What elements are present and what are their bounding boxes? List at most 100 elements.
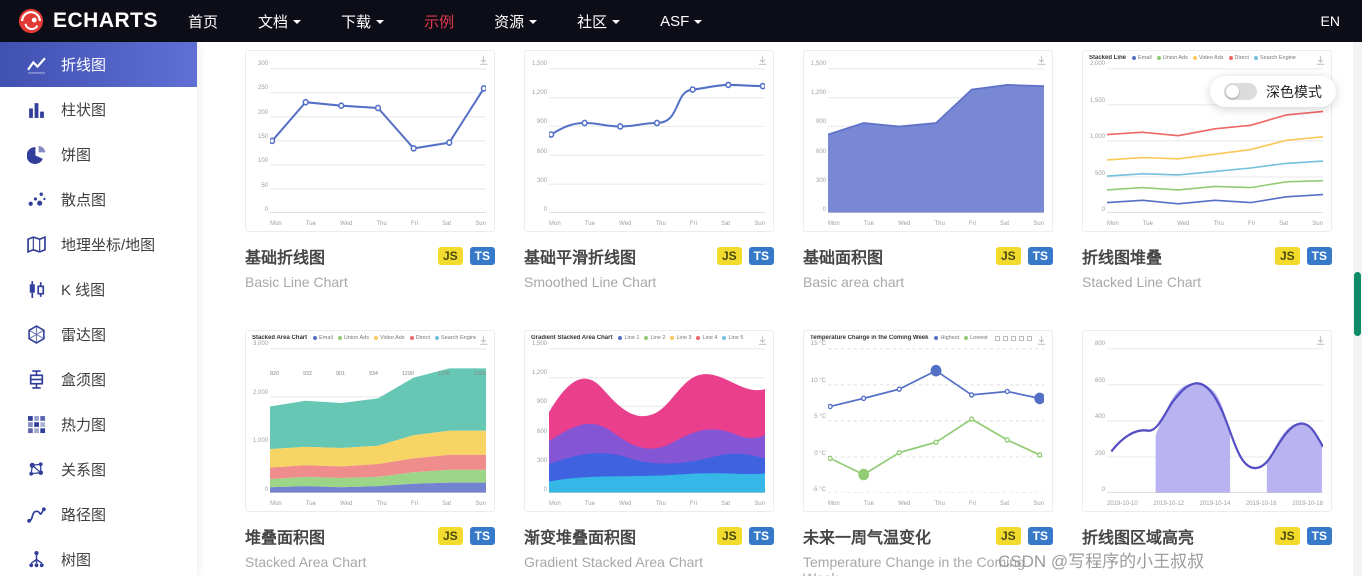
thumbnail-header: Temperature Change in the Coming Week Hi… [810, 335, 1034, 341]
thumbnail-header: Stacked Line Email Union Ads Video Ads Dire… [1089, 55, 1313, 61]
stacked-area-graphic [270, 343, 486, 494]
ts-badge[interactable]: TS [469, 247, 495, 265]
download-icon[interactable] [1315, 335, 1326, 346]
toggle-switch[interactable] [1224, 83, 1257, 100]
nav-item-docs[interactable]: 文档 [258, 11, 302, 32]
line-chart-icon [27, 55, 46, 74]
download-icon[interactable] [478, 55, 489, 66]
js-badge[interactable]: JS [716, 527, 742, 545]
download-icon[interactable] [1036, 335, 1047, 346]
example-card-smoothed-line[interactable]: 1,500 1,200 900 600 300 0 Mon Tue Wed Thu Fri Sat S… [524, 50, 774, 290]
thumbnail-temperature-change[interactable]: Temperature Change in the Coming Week Hi… [803, 330, 1053, 512]
chevron-down-icon [612, 20, 621, 24]
example-subtitle: Basic area chart [803, 274, 905, 290]
download-icon[interactable] [478, 335, 489, 346]
sidebar-item-candlestick[interactable]: K 线图 [0, 267, 197, 312]
basic-line-graphic [269, 63, 487, 214]
example-card-temperature-change[interactable]: Temperature Change in the Coming Week Hi… [803, 330, 1053, 576]
example-title[interactable]: 堆叠面积图 [245, 530, 326, 547]
chevron-down-icon [694, 20, 703, 24]
echarts-logo[interactable]: ECHARTS [0, 8, 188, 34]
download-icon[interactable] [757, 55, 768, 66]
language-switch[interactable]: EN [1320, 13, 1340, 29]
x-axis-labels: Mon Tue Wed Thu Fri Sat Sun [1107, 221, 1323, 227]
nav-item-community[interactable]: 社区 [577, 11, 621, 32]
example-title[interactable]: 基础平滑折线图 [524, 250, 637, 267]
download-icon[interactable] [1315, 55, 1326, 66]
js-badge[interactable]: JS [1274, 527, 1300, 545]
thumbnail-basic-area[interactable]: 1,500 1,200 900 600 300 0 Mon Tue Wed Thu Fri Sat S… [803, 50, 1053, 232]
ts-badge[interactable]: TS [469, 527, 495, 545]
example-title[interactable]: 基础面积图 [803, 250, 884, 267]
thumbnail-basic-line[interactable]: 300 250 200 150 100 50 0 Mon Tue Wed Thu Fri Sat Sun [245, 50, 495, 232]
y-axis-labels: 1,500 1,200 900 600 300 0 [531, 341, 547, 493]
ts-badge[interactable]: TS [1306, 527, 1332, 545]
x-axis-labels: Mon Tue Wed Thu Fri Sat Sun [549, 501, 765, 507]
example-title[interactable]: 渐变堆叠面积图 [524, 530, 637, 547]
nav-item-resources[interactable]: 资源 [494, 11, 538, 32]
sidebar-item-graph[interactable]: 关系图 [0, 447, 197, 492]
example-title[interactable]: 折线图区域高亮 [1082, 530, 1195, 547]
sidebar-item-lines[interactable]: 路径图 [0, 492, 197, 537]
nav-item-examples[interactable]: 示例 [424, 13, 455, 31]
example-card-gradient-stacked-area[interactable]: Gradient Stacked Area Chart Line 1 Line 2… [524, 330, 774, 576]
scrollbar-thumb[interactable] [1354, 272, 1361, 336]
graph-icon [27, 460, 46, 479]
js-badge[interactable]: JS [437, 247, 463, 265]
example-title[interactable]: 未来一周气温变化 [803, 530, 932, 547]
pie-chart-icon [27, 145, 46, 164]
nav-item-home[interactable]: 首页 [188, 13, 219, 31]
toggle-knob [1226, 85, 1239, 98]
ts-badge[interactable]: TS [1306, 247, 1332, 265]
sidebar-item-label: 柱状图 [61, 102, 107, 119]
js-badge[interactable]: JS [995, 247, 1021, 265]
example-card-basic-area[interactable]: 1,500 1,200 900 600 300 0 Mon Tue Wed Thu Fri Sat S… [803, 50, 1053, 290]
thumbnail-stacked-area[interactable]: Stacked Area Chart Email Union Ads Video A… [245, 330, 495, 512]
sidebar-item-bar[interactable]: 柱状图 [0, 87, 197, 132]
echarts-logo-icon [18, 8, 44, 34]
sidebar-item-tree[interactable]: 树图 [0, 537, 197, 576]
nav-item-asf[interactable]: ASF [660, 11, 703, 32]
sidebar-item-heatmap[interactable]: 热力图 [0, 402, 197, 447]
data-point-labels: 820 932 901 934 1290 1330 1320 [270, 371, 486, 377]
sidebar-item-boxplot[interactable]: 盒须图 [0, 357, 197, 402]
js-badge[interactable]: JS [995, 527, 1021, 545]
ts-badge[interactable]: TS [748, 527, 774, 545]
sidebar-item-scatter[interactable]: 散点图 [0, 177, 197, 222]
ts-badge[interactable]: TS [1027, 247, 1053, 265]
sidebar-item-label: 热力图 [61, 417, 107, 434]
thumbnail-gradient-stacked-area[interactable]: Gradient Stacked Area Chart Line 1 Line 2… [524, 330, 774, 512]
js-badge[interactable]: JS [437, 527, 463, 545]
download-icon[interactable] [1036, 55, 1047, 66]
ts-badge[interactable]: TS [1027, 527, 1053, 545]
sidebar-item-line[interactable]: 折线图 [0, 42, 197, 87]
sidebar-item-geo-map[interactable]: 地理坐标/地图 [0, 222, 197, 267]
example-card-basic-line[interactable]: 300 250 200 150 100 50 0 Mon Tue Wed Thu Fri Sat Sun… [245, 50, 495, 290]
js-badge[interactable]: JS [1274, 247, 1300, 265]
x-axis-labels: 2019-10-10 2019-10-12 2019-10-14 2019-10-16… [1107, 501, 1323, 507]
example-card-stacked-area[interactable]: Stacked Area Chart Email Union Ads Video A… [245, 330, 495, 576]
ts-badge[interactable]: TS [748, 247, 774, 265]
js-badge[interactable]: JS [716, 247, 742, 265]
y-axis-labels: 2,000 1,500 1,000 500 0 [1089, 61, 1105, 213]
chart-type-sidebar: 折线图 柱状图 饼图 散点图 地理坐标/地图 K 线图 雷达图 盒须图 [0, 42, 197, 576]
thumbnail-area-highlight[interactable]: 800 600 400 200 0 2019-10-10 2019-10-12 2019-1… [1082, 330, 1332, 512]
x-axis-labels: Mon Tue Wed Thu Fri Sat Sun [828, 501, 1044, 507]
sidebar-item-pie[interactable]: 饼图 [0, 132, 197, 177]
sidebar-item-radar[interactable]: 雷达图 [0, 312, 197, 357]
download-icon[interactable] [757, 335, 768, 346]
y-axis-labels: 15 °C 10 °C 5 °C 0 °C -5 °C [810, 341, 826, 493]
area-highlight-graphic [1107, 343, 1324, 494]
example-card-area-highlight[interactable]: 800 600 400 200 0 2019-10-10 2019-10-12 2019-1… [1082, 330, 1332, 576]
y-axis-labels: 800 600 400 200 0 [1094, 341, 1105, 493]
toolbox-icons[interactable] [995, 336, 1032, 341]
example-title[interactable]: 基础折线图 [245, 250, 326, 267]
dark-mode-toggle[interactable]: 深色模式 [1210, 76, 1336, 107]
sidebar-item-label: 盒须图 [61, 372, 107, 389]
example-subtitle: Stacked Line Chart [1082, 274, 1202, 290]
example-subtitle: Basic Line Chart [245, 274, 348, 290]
nav-item-download[interactable]: 下载 [341, 11, 385, 32]
thumbnail-smoothed-line[interactable]: 1,500 1,200 900 600 300 0 Mon Tue Wed Thu Fri Sat S… [524, 50, 774, 232]
example-title[interactable]: 折线图堆叠 [1082, 250, 1163, 267]
examples-grid: 300 250 200 150 100 50 0 Mon Tue Wed Thu Fri Sat Sun… [245, 50, 1362, 576]
